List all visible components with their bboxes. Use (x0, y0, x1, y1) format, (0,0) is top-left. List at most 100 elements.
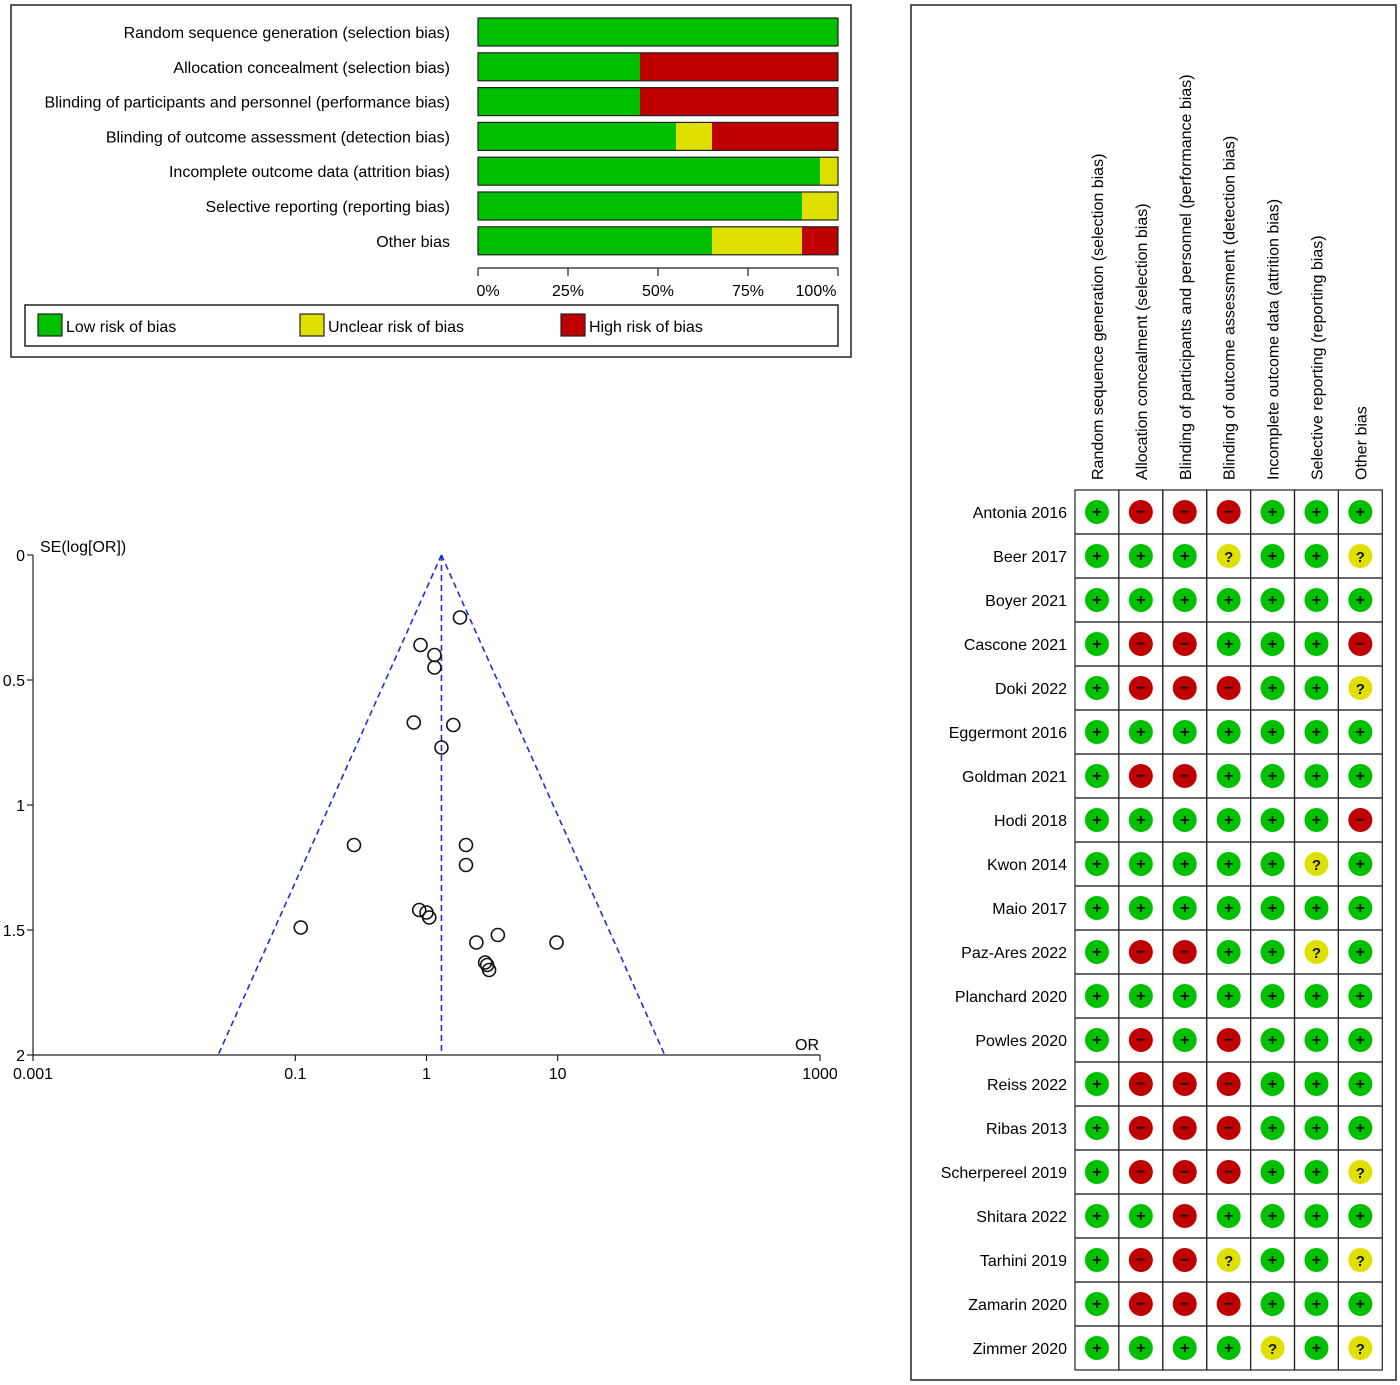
summary-bar-segment (676, 122, 712, 151)
summary-x-tick-label: 0% (476, 283, 499, 300)
rating-symbol: − (1356, 636, 1365, 653)
rating-symbol: − (1180, 1164, 1189, 1181)
matrix-column-header: Incomplete outcome data (attrition bias) (1266, 199, 1283, 480)
rating-symbol: + (1356, 504, 1365, 521)
rating-low-icon (1128, 984, 1153, 1008)
rating-low-icon (1260, 1248, 1285, 1272)
rating-high-icon (1172, 676, 1197, 700)
rating-high-icon (1216, 1160, 1241, 1184)
rating-symbol: + (1092, 1208, 1101, 1225)
rating-symbol: + (1092, 900, 1101, 917)
rating-symbol: + (1356, 1296, 1365, 1313)
legend-label: Unclear risk of bias (328, 319, 464, 336)
rating-high-icon (1128, 1028, 1153, 1052)
matrix-study-label: Paz-Ares 2022 (961, 945, 1067, 962)
rating-low-icon (1216, 984, 1241, 1008)
rating-low-icon (1260, 1072, 1285, 1096)
rating-high-icon (1172, 1248, 1197, 1272)
rating-low-icon (1084, 940, 1109, 964)
summary-bar-outline (477, 52, 839, 82)
rating-low-icon (1084, 808, 1109, 832)
funnel-study-point (434, 740, 449, 755)
matrix-column-header: Blinding of participants and personnel (… (1178, 74, 1195, 480)
rating-low-icon (1260, 544, 1285, 568)
summary-category-label: Blinding of outcome assessment (detectio… (106, 129, 450, 146)
rating-symbol: + (1268, 724, 1277, 741)
rating-symbol: + (1136, 988, 1145, 1005)
summary-category-label: Allocation concealment (selection bias) (173, 60, 450, 77)
rating-symbol: + (1180, 592, 1189, 609)
rating-low-icon (1216, 632, 1241, 656)
rating-symbol: + (1180, 724, 1189, 741)
rating-symbol: + (1180, 900, 1189, 917)
rating-low-icon (1348, 1072, 1373, 1096)
rating-symbol: + (1092, 548, 1101, 565)
rating-low-icon (1348, 1116, 1373, 1140)
rating-low-icon (1304, 500, 1329, 524)
rating-low-icon (1304, 676, 1329, 700)
rating-low-icon (1084, 984, 1109, 1008)
rating-low-icon (1348, 1204, 1373, 1228)
rating-symbol: − (1180, 1252, 1189, 1269)
summary-bar-segment (640, 87, 838, 116)
rating-symbol: + (1312, 724, 1321, 741)
summary-bar-segment (478, 52, 640, 81)
funnel-study-point (406, 715, 422, 730)
rating-low-icon (1304, 1292, 1329, 1316)
rating-symbol: − (1224, 1032, 1233, 1049)
rating-symbol: + (1312, 900, 1321, 917)
rating-low-icon (1084, 764, 1109, 788)
summary-bar-segment (712, 122, 838, 151)
rating-low-icon (1172, 544, 1197, 568)
rating-symbol: + (1136, 1340, 1145, 1357)
legend-swatch (37, 313, 63, 337)
rating-low-icon (1348, 764, 1373, 788)
rating-high-icon (1172, 1292, 1197, 1316)
rating-unclear-icon (1216, 544, 1241, 568)
rating-symbol: + (1224, 592, 1233, 609)
rating-symbol: − (1136, 1032, 1145, 1049)
rating-symbol: + (1224, 812, 1233, 829)
rating-symbol: + (1268, 1208, 1277, 1225)
rating-symbol: + (1092, 988, 1101, 1005)
rating-low-icon (1260, 984, 1285, 1008)
funnel-y-tick-label: 0.5 (3, 673, 25, 690)
rating-low-icon (1084, 1292, 1109, 1316)
rating-low-icon (1172, 1028, 1197, 1052)
rating-high-icon (1172, 940, 1197, 964)
matrix-cell (1337, 1325, 1383, 1371)
summary-bar-segment (478, 192, 802, 220)
rating-symbol: + (1092, 812, 1101, 829)
matrix-study-label: Beer 2017 (993, 549, 1067, 566)
matrix-column-header: Other bias (1353, 406, 1370, 480)
rating-low-icon (1172, 896, 1197, 920)
rating-symbol: + (1356, 856, 1365, 873)
matrix-study-label: Reiss 2022 (987, 1077, 1067, 1094)
rating-symbol: ? (1224, 549, 1233, 566)
rating-symbol: + (1092, 1164, 1101, 1181)
rating-symbol: ? (1356, 1341, 1365, 1358)
rating-symbol: − (1180, 1208, 1189, 1225)
rating-low-icon (1216, 940, 1241, 964)
rating-symbol: + (1136, 812, 1145, 829)
funnel-x-tick-label: 1000 (802, 1066, 838, 1083)
rating-symbol: + (1224, 1340, 1233, 1357)
rating-symbol: + (1312, 680, 1321, 697)
rating-low-icon (1348, 500, 1373, 524)
rating-symbol: + (1224, 944, 1233, 961)
rating-low-icon (1348, 940, 1373, 964)
rating-symbol: + (1224, 988, 1233, 1005)
rating-symbol: + (1312, 592, 1321, 609)
rating-symbol: + (1312, 1076, 1321, 1093)
rating-symbol: + (1224, 856, 1233, 873)
rating-symbol: − (1136, 1120, 1145, 1137)
rating-symbol: + (1268, 504, 1277, 521)
rating-symbol: − (1180, 680, 1189, 697)
rating-symbol: − (1224, 504, 1233, 521)
rating-high-icon (1128, 764, 1153, 788)
rating-low-icon (1084, 588, 1109, 612)
rating-unclear-icon (1304, 940, 1329, 964)
rating-symbol: + (1312, 1208, 1321, 1225)
legend-label: High risk of bias (589, 319, 703, 336)
